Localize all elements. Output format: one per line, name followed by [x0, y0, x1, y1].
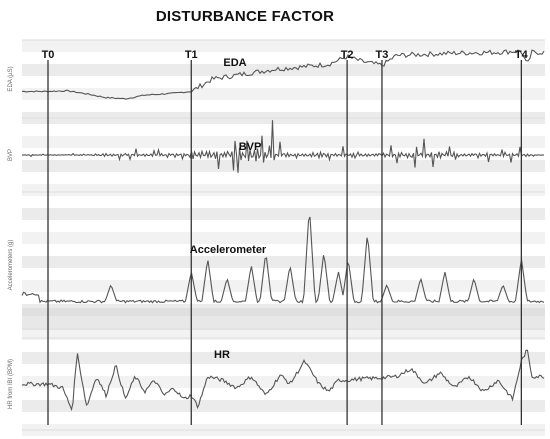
marker-label-t1: T1 — [185, 49, 198, 61]
series-label-hr: HR — [214, 349, 230, 361]
marker-label-t3: T3 — [376, 49, 389, 61]
y-axis-label: HR from IBI (BPM) — [8, 359, 14, 409]
background-stripe — [22, 400, 545, 412]
background-stripe — [22, 352, 545, 364]
series-line-eda — [21, 49, 545, 100]
series-line-hr — [21, 349, 545, 412]
background-stripe — [22, 232, 545, 244]
background-stripe — [22, 208, 545, 220]
background-stripe — [22, 376, 545, 388]
accelerometer-band — [22, 308, 545, 330]
background-stripe — [22, 88, 545, 100]
background-stripe — [22, 136, 545, 148]
series-line-accelerometer — [21, 216, 545, 304]
series-label-bvp: BVP — [239, 141, 262, 153]
background-stripe — [22, 184, 545, 196]
y-axis-label: BVP — [8, 149, 14, 161]
background-stripe — [22, 256, 545, 268]
series-label-eda: EDA — [223, 57, 246, 69]
chart-title: DISTURBANCE FACTOR — [155, 8, 335, 25]
background-stripe — [22, 328, 545, 340]
series-label-accelerometer: Accelerometer — [190, 244, 267, 256]
y-axis-label: EDA (µS) — [8, 66, 14, 91]
series-line-bvp — [21, 120, 545, 173]
background-stripe — [22, 160, 545, 172]
marker-label-t0: T0 — [42, 49, 55, 61]
background-stripe — [22, 64, 545, 76]
y-axis-label: Accelerometers (g) — [8, 240, 14, 291]
background-stripe — [22, 280, 545, 292]
marker-label-t2: T2 — [341, 49, 354, 61]
background-stripe — [22, 40, 545, 52]
marker-label-t4: T4 — [515, 49, 529, 61]
